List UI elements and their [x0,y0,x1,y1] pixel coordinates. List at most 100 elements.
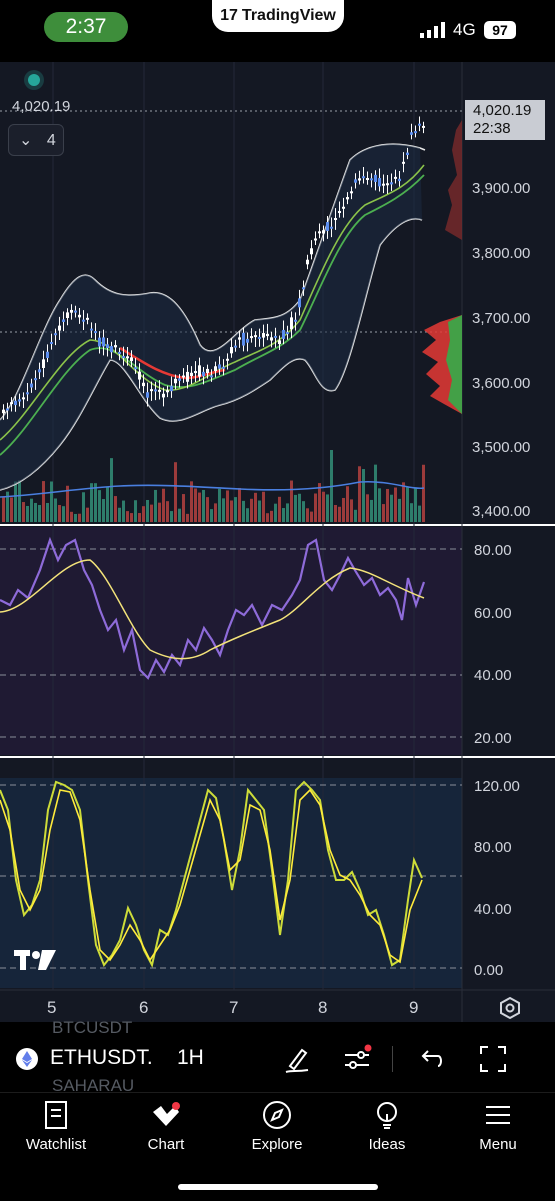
volume-bar [210,509,213,522]
volume-bar [338,506,341,522]
volume-bar [18,480,21,522]
volume-bar [202,489,205,522]
volume-bar [118,507,121,522]
volume-bar [390,494,393,522]
candle-body [198,365,201,377]
symbol-selector[interactable]: ETHUSDT. [50,1046,153,1069]
lightbulb-icon [377,1102,397,1129]
candle-body [102,337,105,347]
volume-bar [254,492,257,522]
volume-bar [214,503,217,522]
volume-bar [66,485,69,522]
settings-gear-icon[interactable] [498,996,522,1020]
candle-body [178,378,181,381]
chart-icon [153,1102,180,1126]
rsi-axis-label: 60.00 [474,605,512,622]
nav-ideas[interactable]: Ideas [342,1100,432,1153]
candle-body [210,375,213,378]
volume-bar [82,492,85,522]
candle-body [110,346,113,353]
nav-chart[interactable]: Chart [121,1100,211,1153]
volume-bar [6,491,9,522]
chart-svg[interactable]: 3,900.00 3,800.00 3,700.00 3,600.00 3,50… [0,0,555,1022]
volume-bar [266,513,269,522]
nav-label: Menu [479,1136,517,1153]
volume-bar [158,502,161,522]
candle-body [194,371,197,374]
candle-body [170,385,173,392]
x-axis-label: 6 [139,998,149,1017]
volume-bar [290,480,293,522]
volume-bar [306,508,309,522]
candle-body [358,178,361,181]
nav-menu[interactable]: Menu [453,1100,543,1153]
stoch-axis-label: 80.00 [474,839,512,856]
candle-body [286,332,289,335]
volume-bar [74,513,77,522]
volume-bar [78,513,81,522]
candle-body [398,178,401,182]
volume-bar [198,492,201,522]
fullscreen-icon[interactable] [478,1044,508,1074]
candle-body [234,345,237,348]
stoch-k [0,780,423,968]
volume-ma [0,480,425,498]
candle-body [166,390,169,393]
candle-body [34,378,37,381]
candle-body [350,191,353,194]
candle-body [74,310,77,313]
volume-bar [278,496,281,522]
volume-bar [358,466,361,522]
volume-bar [370,499,373,522]
candle-body [422,125,425,128]
ema-fast [0,164,425,441]
candle-body [58,325,61,331]
candle-body [242,332,245,346]
draw-brush-icon[interactable] [282,1044,312,1074]
candle-body [254,335,257,338]
indicators-collapse-button[interactable]: ⌄ 4 [8,124,64,156]
volume-bar [38,505,41,522]
candle-body [266,333,269,337]
candle-body [258,336,261,339]
nav-watchlist[interactable]: Watchlist [11,1100,101,1153]
nav-explore[interactable]: Explore [232,1100,322,1153]
volume-bar [318,483,321,522]
candle-body [122,356,125,359]
volume-bar [218,488,221,522]
volume-bar [230,500,233,522]
volume-bar [274,503,277,522]
interval-selector[interactable]: 1H [177,1046,204,1069]
volume-bar [54,498,57,522]
volume-bar [106,487,109,522]
stoch-axis-label: 0.00 [474,962,503,979]
candle-body [90,328,93,331]
candle-body [134,367,137,370]
undo-icon[interactable] [416,1044,446,1074]
volume-bar [170,511,173,522]
network-type: 4G [453,20,476,39]
candle-body [106,344,109,348]
volume-bar [334,505,337,522]
volume-bar [122,500,125,522]
volume-bar [378,488,381,522]
volume-bars [0,450,425,522]
candle-body [154,389,157,392]
candle-body [126,356,129,359]
indicators-icon[interactable] [342,1044,372,1074]
volume-bar [102,499,105,522]
volume-bar [398,498,401,522]
volume-bar [2,496,5,522]
volume-bar [282,508,285,522]
volume-bar [130,513,133,522]
volume-bar [350,499,353,522]
volume-bar [194,488,197,522]
volume-bar [14,481,17,522]
nav-label: Ideas [368,1136,406,1153]
volume-bar [62,506,65,522]
volume-bar [34,502,37,522]
volume-bar [342,497,345,522]
volume-bar [98,490,101,522]
candle-body [294,319,297,322]
badge-label: TradingView [241,7,336,24]
